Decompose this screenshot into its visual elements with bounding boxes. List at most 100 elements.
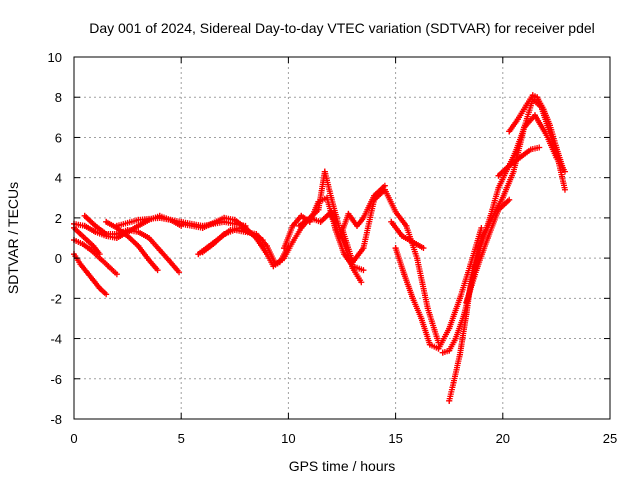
data-point — [349, 259, 356, 266]
data-point — [289, 222, 296, 229]
data-point — [381, 186, 388, 193]
data-point — [510, 168, 517, 175]
series-track-12 — [296, 182, 388, 241]
data-point — [124, 232, 131, 239]
chart-title: Day 001 of 2024, Sidereal Day-to-day VTE… — [89, 20, 595, 36]
data-point — [336, 235, 343, 241]
data-point — [409, 295, 416, 302]
data-point — [358, 279, 365, 286]
data-point — [135, 222, 142, 229]
data-point — [495, 206, 502, 213]
data-point — [113, 230, 120, 237]
y-tick-label: -4 — [50, 332, 62, 347]
series-markers — [418, 315, 433, 346]
y-tick-label: 10 — [48, 50, 62, 65]
axis-ticks — [73, 56, 611, 420]
data-point — [289, 239, 296, 246]
data-point — [446, 397, 453, 404]
y-tick-label: 4 — [55, 171, 62, 186]
series-markers — [392, 245, 407, 276]
x-tick-label: 10 — [281, 431, 295, 446]
series-track-15 — [392, 224, 485, 352]
plot-frame — [73, 56, 611, 420]
data-point — [534, 94, 541, 101]
x-tick-label: 0 — [70, 431, 77, 446]
data-point — [242, 228, 249, 235]
data-point — [495, 172, 502, 179]
series-track-21 — [506, 92, 566, 171]
data-point — [341, 251, 348, 258]
data-point — [210, 241, 217, 248]
series-track-14 — [388, 218, 427, 252]
y-axis-label: SDTVAR / TECUs — [5, 182, 21, 294]
data-point — [231, 216, 238, 223]
data-point — [135, 243, 142, 250]
data-point — [328, 208, 335, 215]
data-point — [561, 186, 568, 193]
data-point — [90, 277, 97, 284]
x-tick-label: 20 — [496, 431, 510, 446]
series-track-20 — [495, 144, 543, 179]
data-point — [296, 222, 303, 229]
y-tick-label: 8 — [55, 90, 62, 105]
data-point — [154, 267, 161, 274]
data-series — [71, 92, 568, 404]
data-point — [113, 222, 120, 229]
data-point — [92, 222, 99, 229]
data-point — [499, 194, 506, 201]
data-point — [450, 379, 457, 386]
data-point — [79, 241, 86, 248]
data-point — [540, 106, 547, 113]
data-point — [542, 130, 549, 137]
data-point — [317, 218, 324, 225]
data-point — [221, 214, 228, 221]
data-point — [323, 194, 330, 201]
data-point — [401, 271, 408, 278]
x-axis-label: GPS time / hours — [289, 458, 396, 474]
data-point — [506, 128, 513, 135]
series-markers — [414, 255, 431, 310]
data-point — [399, 232, 406, 239]
data-point — [96, 251, 103, 258]
data-point — [81, 222, 88, 229]
data-point — [103, 218, 110, 225]
series-markers — [450, 353, 463, 386]
series-track-6 — [103, 218, 161, 274]
y-tick-label: 2 — [55, 211, 62, 226]
data-point — [321, 168, 328, 175]
y-tick-label: 6 — [55, 130, 62, 145]
data-point — [360, 245, 367, 252]
data-point — [521, 124, 528, 131]
data-point — [83, 237, 90, 244]
data-point — [414, 255, 421, 262]
data-point — [306, 214, 313, 221]
data-point — [105, 263, 112, 270]
series-track-19 — [463, 196, 513, 306]
data-point — [195, 251, 202, 258]
data-point — [103, 230, 110, 237]
data-point — [81, 212, 88, 219]
data-point — [298, 212, 305, 219]
data-point — [83, 269, 90, 276]
data-point — [176, 269, 183, 276]
data-point — [77, 261, 84, 268]
data-point — [439, 349, 446, 356]
data-point — [135, 228, 142, 235]
data-point — [199, 249, 206, 256]
data-point — [354, 222, 361, 229]
data-point — [167, 259, 174, 266]
data-point — [392, 208, 399, 215]
y-tick-label: -8 — [50, 412, 62, 427]
series-track-10 — [199, 168, 365, 286]
data-point — [506, 162, 513, 169]
data-point — [135, 216, 142, 223]
series-markers — [510, 126, 527, 175]
data-point — [103, 291, 110, 298]
data-point — [339, 224, 345, 231]
data-point — [345, 210, 352, 217]
data-point — [420, 245, 427, 252]
data-point — [529, 92, 536, 99]
data-point — [403, 222, 410, 229]
data-point — [221, 230, 228, 237]
